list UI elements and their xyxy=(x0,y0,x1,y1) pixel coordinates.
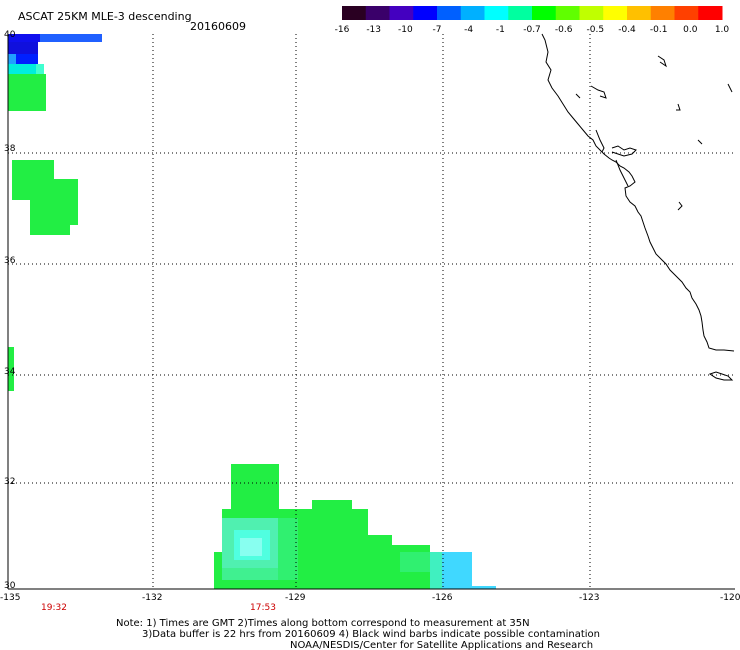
colorbar-segment xyxy=(627,6,652,20)
data-cell xyxy=(16,54,38,64)
colorbar-tick-label: -0.7 xyxy=(523,25,541,35)
lake-5 xyxy=(727,83,733,93)
lat-label: 38 xyxy=(4,144,16,154)
lake-2 xyxy=(657,55,667,68)
colorbar-segment xyxy=(698,6,723,20)
data-cell xyxy=(8,74,46,111)
colorbar xyxy=(342,6,723,20)
colorbar-segment xyxy=(532,6,557,20)
colorbar-segment xyxy=(484,6,509,20)
data-cell xyxy=(231,464,279,510)
data-cell xyxy=(400,552,432,572)
map-date: 20160609 xyxy=(190,20,246,33)
colorbar-tick-label: -16 xyxy=(335,25,350,35)
coast-fragment xyxy=(575,93,581,99)
colorbar-segment xyxy=(437,6,462,20)
data-cell xyxy=(8,42,38,54)
colorbar-segment xyxy=(579,6,604,20)
lon-label: -132 xyxy=(142,593,162,603)
note-line-3: NOAA/NESDIS/Center for Satellite Applica… xyxy=(290,640,593,650)
data-cell xyxy=(352,509,368,589)
bay-delta-path xyxy=(611,145,637,157)
wind-data-cells xyxy=(8,34,496,589)
bay-path xyxy=(595,129,605,153)
lat-label: 34 xyxy=(4,367,16,377)
data-cell xyxy=(240,538,262,556)
colorbar-tick-label: 0.0 xyxy=(683,25,698,35)
data-cell xyxy=(8,347,14,391)
map-title: ASCAT 25KM MLE-3 descending xyxy=(18,10,192,23)
bay-inner-path xyxy=(615,159,629,187)
colorbar-tick-label: -0.4 xyxy=(618,25,636,35)
colorbar-segment xyxy=(508,6,533,20)
lat-label: 40 xyxy=(4,30,16,40)
island-path xyxy=(708,371,734,381)
data-cell xyxy=(278,518,298,580)
colorbar-labels: -16 -13 -10 -7 -4 -1 -0.7 -0.6 -0.5 -0.4 -0.1 0.0 1.… xyxy=(335,25,730,35)
data-cell xyxy=(8,54,16,64)
longitude-labels: -135 -132 -129 -126 -123 -120 xyxy=(0,593,740,603)
data-cell xyxy=(214,552,224,589)
data-cell xyxy=(8,64,36,74)
lake-6 xyxy=(697,139,703,145)
colorbar-segment xyxy=(413,6,438,20)
lon-label: -123 xyxy=(579,593,599,603)
lat-label: 30 xyxy=(4,581,16,591)
colorbar-tick-label: -1 xyxy=(496,25,505,35)
data-cell xyxy=(312,500,352,589)
data-cell xyxy=(8,34,40,42)
data-cell xyxy=(222,568,278,580)
note-line-2: 3)Data buffer is 22 hrs from 20160609 4)… xyxy=(142,629,600,640)
lat-label: 36 xyxy=(4,256,16,266)
pass-time-label: 17:53 xyxy=(250,603,276,613)
data-cell xyxy=(8,34,102,42)
colorbar-segment xyxy=(603,6,628,20)
colorbar-segment xyxy=(365,6,390,20)
colorbar-segment xyxy=(555,6,580,20)
colorbar-segment xyxy=(342,6,367,20)
colorbar-tick-label: -0.5 xyxy=(587,25,605,35)
lat-label: 32 xyxy=(4,477,15,487)
colorbar-segment xyxy=(650,6,675,20)
colorbar-tick-label: -4 xyxy=(464,25,473,35)
data-cell xyxy=(30,179,78,225)
lon-label: -120 xyxy=(720,593,740,603)
coastline xyxy=(541,33,735,381)
lon-label: -126 xyxy=(432,593,453,603)
data-cell xyxy=(472,586,496,589)
lon-label: -129 xyxy=(285,593,306,603)
lake-4 xyxy=(677,201,683,211)
coastline-path xyxy=(541,33,735,352)
lake-1 xyxy=(590,85,607,99)
colorbar-segment xyxy=(460,6,485,20)
colorbar-tick-label: -10 xyxy=(398,25,413,35)
pass-time-label: 19:32 xyxy=(41,603,67,613)
colorbar-tick-label: -0.6 xyxy=(555,25,573,35)
colorbar-tick-label: -7 xyxy=(433,25,442,35)
colorbar-tick-label: -0.1 xyxy=(650,25,668,35)
note-line-1: Note: 1) Times are GMT 2)Times along bot… xyxy=(116,618,530,629)
data-cell xyxy=(368,535,392,589)
data-cell xyxy=(30,225,70,235)
data-cell xyxy=(430,552,442,589)
colorbar-tick-label: -13 xyxy=(366,25,381,35)
colorbar-segment xyxy=(674,6,699,20)
latitude-labels: 40 38 36 34 32 30 xyxy=(4,30,16,591)
lake-3 xyxy=(676,103,681,111)
graticule xyxy=(8,34,735,589)
colorbar-segment xyxy=(389,6,414,20)
lon-label: -135 xyxy=(0,593,20,603)
colorbar-tick-label: 1.0 xyxy=(715,25,730,35)
